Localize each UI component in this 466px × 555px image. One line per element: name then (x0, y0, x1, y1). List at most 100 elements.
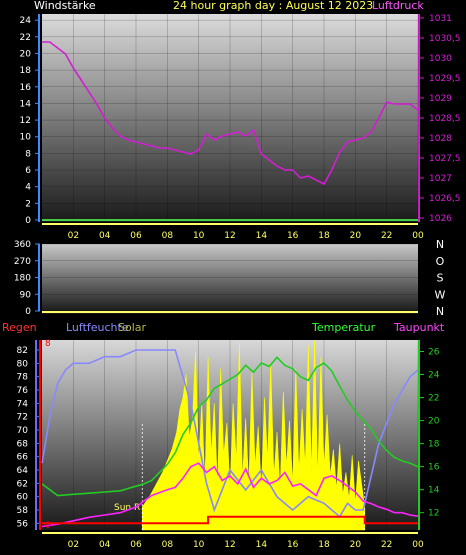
top-right-tick-label: 1026,5 (429, 194, 461, 204)
top-left-tick-label: 10 (20, 133, 32, 143)
top-right-tick-label: 1029,5 (429, 74, 461, 84)
top-left-tick-label: 24 (20, 16, 32, 26)
series-luftfeuchte (41, 349, 419, 518)
top-left-tick-label: 12 (20, 116, 31, 126)
bottom-left-tick-label: 68 (17, 439, 29, 449)
bottom-x-tick-label: 22 (381, 540, 392, 550)
bottom-left-tick-label: 76 (17, 386, 29, 396)
top-x-tick-label: 00 (412, 231, 424, 241)
top-right-tick-label: 1027 (429, 174, 452, 184)
middle-left-tick-label: 90 (20, 290, 32, 300)
header-pressure-label: Luftdruck (372, 0, 424, 12)
bottom-left-tick-label: 60 (17, 493, 29, 503)
rain-axis-top-label: 8 (45, 339, 51, 349)
top-left-tick-label: 2 (25, 199, 31, 209)
bottom-x-tick-label: 02 (68, 540, 79, 550)
bottom-left-tick-label: 80 (17, 359, 29, 369)
middle-direction-label: N (436, 238, 444, 251)
bottom-x-tick-label: 00 (412, 540, 424, 550)
middle-direction-label: O (436, 255, 445, 268)
bottom-right-tick-label: 26 (428, 348, 440, 358)
middle-left-tick-label: 0 (25, 307, 31, 317)
top-x-tick-label: 10 (193, 231, 205, 241)
bottom-left-tick-label: 64 (17, 466, 29, 476)
top-x-tick-label: 14 (256, 231, 268, 241)
middle-plot-background (42, 244, 418, 314)
top-x-tick-label: 20 (350, 231, 362, 241)
bottom-x-tick-label: 10 (193, 540, 205, 550)
top-left-tick-label: 14 (20, 99, 32, 109)
bottom-solar-label: Solar (118, 321, 147, 334)
top-left-tick-label: 0 (25, 216, 31, 226)
top-x-tick-label: 06 (130, 231, 142, 241)
bottom-x-tick-label: 14 (256, 540, 268, 550)
top-right-tick-label: 1026 (429, 214, 452, 224)
top-right-tick-label: 1030,5 (429, 34, 461, 44)
top-right-tick-label: 1031 (429, 14, 452, 24)
rain-axis-bottom-label: 0 (45, 521, 51, 531)
top-x-tick-label: 12 (224, 231, 235, 241)
top-x-tick-label: 08 (162, 231, 174, 241)
top-left-tick-label: 20 (20, 49, 32, 59)
bottom-x-tick-label: 20 (350, 540, 362, 550)
top-right-tick-label: 1030 (429, 54, 452, 64)
top-x-tick-label: 18 (318, 231, 330, 241)
middle-left-tick-label: 180 (14, 274, 31, 284)
top-left-tick-label: 16 (20, 83, 32, 93)
bottom-left-tick-label: 70 (17, 426, 29, 436)
bottom-x-tick-label: 06 (130, 540, 142, 550)
middle-direction-label: S (437, 272, 444, 285)
top-right-tick-label: 1027,5 (429, 154, 461, 164)
bottom-left-tick-label: 72 (17, 413, 28, 423)
bottom-right-tick-label: 16 (428, 463, 440, 473)
top-x-tick-label: 02 (68, 231, 79, 241)
bottom-right-tick-label: 14 (428, 486, 440, 496)
bottom-left-tick-label: 62 (17, 479, 28, 489)
bottom-right-tick-label: 24 (428, 371, 440, 381)
top-right-tick-label: 1028,5 (429, 114, 461, 124)
bottom-dewpoint-label: Taupunkt (394, 321, 445, 334)
bottom-right-tick-label: 18 (428, 440, 440, 450)
bottom-left-tick-label: 82 (17, 346, 28, 356)
bottom-temperature-label: Temperatur (312, 321, 376, 334)
top-x-tick-label: 22 (381, 231, 392, 241)
bottom-x-tick-label: 08 (162, 540, 174, 550)
top-x-tick-label: 16 (287, 231, 299, 241)
middle-left-tick-label: 270 (14, 257, 31, 267)
bottom-left-tick-label: 58 (17, 506, 29, 516)
top-left-tick-label: 22 (20, 33, 31, 43)
bottom-right-tick-label: 12 (428, 509, 439, 519)
top-left-tick-label: 4 (25, 183, 31, 193)
bottom-left-tick-label: 66 (17, 453, 29, 463)
bottom-x-tick-label: 12 (224, 540, 235, 550)
bottom-left-tick-label: 56 (17, 519, 29, 529)
bottom-x-tick-label: 16 (287, 540, 299, 550)
bottom-humidity-label: Luftfeuchte (66, 321, 129, 334)
series-temperatur (41, 356, 419, 497)
sunrise-label: Sun R (114, 503, 140, 513)
header-title: 24 hour graph day : August 12 2023 (173, 0, 374, 12)
top-right-tick-label: 1029 (429, 94, 452, 104)
bottom-left-tick-label: 74 (17, 399, 29, 409)
bottom-right-tick-label: 22 (428, 394, 439, 404)
top-left-tick-label: 8 (25, 149, 31, 159)
series-solar (142, 339, 365, 531)
bottom-right-tick-label: 20 (428, 417, 440, 427)
middle-direction-label: W (435, 288, 446, 301)
series-luftdruck (42, 41, 419, 186)
top-left-tick-label: 18 (20, 66, 32, 76)
middle-direction-label: N (436, 305, 444, 318)
bottom-left-tick-label: 78 (17, 373, 29, 383)
bottom-x-tick-label: 18 (318, 540, 330, 550)
series-regen (42, 515, 418, 525)
bottom-x-tick-label: 04 (99, 540, 111, 550)
bottom-rain-label: Regen (2, 321, 37, 334)
series-taupunkt (41, 462, 419, 528)
header-wind-label: Windstärke (34, 0, 96, 12)
top-x-tick-label: 04 (99, 231, 111, 241)
top-left-tick-label: 6 (25, 166, 31, 176)
top-right-tick-label: 1028 (429, 134, 452, 144)
middle-left-tick-label: 360 (14, 240, 31, 250)
